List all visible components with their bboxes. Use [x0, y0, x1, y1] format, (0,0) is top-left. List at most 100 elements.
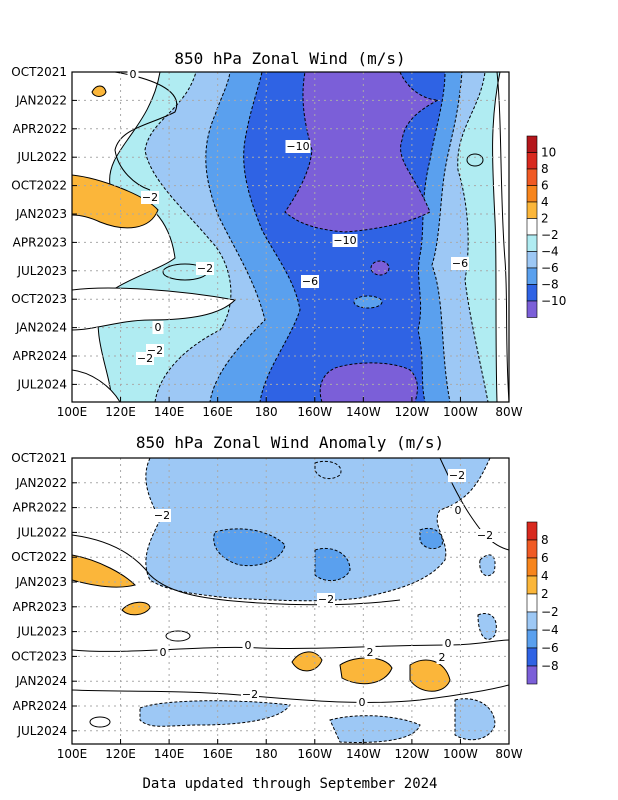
panel2-blob-a	[314, 460, 342, 480]
panel2-grid	[72, 458, 509, 744]
contour-label: −2	[318, 593, 334, 606]
x-tick-label: 140W	[346, 747, 381, 761]
panel2-band-neg2	[145, 458, 491, 602]
colorbar-label: −2	[541, 605, 559, 619]
panel1-positive-a	[72, 174, 159, 229]
x-tick-label: 100E	[57, 747, 88, 761]
panel2-blob-f	[329, 715, 421, 743]
y-tick-label: APR2023	[13, 600, 67, 614]
panel2-blob-d	[139, 700, 291, 727]
y-tick-label: JUL2022	[16, 150, 67, 164]
panel2-positive-a	[72, 554, 136, 588]
panel-zonal-wind-anomaly: 850 hPa Zonal Wind Anomaly (m/s)	[11, 433, 558, 761]
contour-label: 0	[445, 637, 452, 650]
contour-label: 2	[439, 651, 446, 664]
y-tick-label: OCT2021	[11, 65, 67, 79]
panel2-title: 850 hPa Zonal Wind Anomaly (m/s)	[136, 433, 444, 452]
contour-label-bg	[153, 509, 171, 522]
colorbar-swatch	[526, 234, 538, 252]
panel2-positive-e	[409, 659, 451, 692]
x-tick-label: 160W	[297, 405, 332, 419]
panel2-blob-b	[479, 554, 496, 577]
colorbar-label: 10	[541, 146, 556, 160]
colorbar-label: 6	[541, 179, 549, 193]
y-tick-label: APR2023	[13, 235, 67, 249]
contour-label: −10	[286, 140, 309, 153]
x-tick-label: 140E	[154, 405, 185, 419]
panel1-title: 850 hPa Zonal Wind (m/s)	[174, 49, 405, 68]
panel2-band-neg4-a	[213, 528, 286, 567]
colorbar-label: −10	[541, 294, 566, 308]
y-tick-label: JAN2022	[15, 476, 67, 490]
y-tick-label: OCT2022	[11, 179, 67, 193]
y-tick-label: JUL2023	[16, 625, 67, 639]
contour-label: −2	[449, 469, 465, 482]
contour-label-bg	[136, 352, 154, 365]
panel2-contour-zero-c	[72, 684, 509, 704]
contour-label-bg	[301, 275, 319, 288]
contour-label-bg	[476, 529, 494, 542]
x-tick-label: 100E	[57, 405, 88, 419]
panel1-band-neg10-a	[284, 72, 440, 233]
x-tick-label: 100W	[443, 405, 478, 419]
contour-label-bg	[196, 262, 214, 275]
contour-label-bg	[451, 257, 469, 270]
colorbar-label: 6	[541, 551, 549, 565]
contour-label: 0	[359, 696, 366, 709]
y-tick-label: JUL2024	[16, 724, 67, 738]
contour-label-bg	[436, 651, 448, 664]
contour-label-bg	[332, 234, 358, 247]
colorbar-label: 2	[541, 587, 549, 601]
y-tick-label: APR2022	[13, 122, 67, 136]
contour-label: 0	[245, 639, 252, 652]
footer-note: Data updated through September 2024	[142, 776, 437, 792]
panel2-positive-b	[121, 601, 151, 616]
contour-label-bg	[448, 469, 466, 482]
contour-label-bg	[285, 140, 311, 153]
y-tick-label: OCT2023	[11, 292, 67, 306]
contour-label: 0	[455, 504, 462, 517]
colorbar-swatch	[526, 185, 538, 203]
contour-label: −6	[452, 257, 468, 270]
panel2-contour-zero-a	[72, 534, 401, 606]
colorbar-label: 2	[541, 212, 549, 226]
x-tick-label: 120E	[105, 405, 136, 419]
panel1-contour-zero	[114, 72, 178, 191]
contour-label: −10	[333, 234, 356, 247]
y-tick-label: JAN2022	[15, 93, 67, 107]
y-tick-label: JAN2024	[15, 321, 67, 335]
colorbar-label: 4	[541, 569, 549, 583]
colorbar-swatch	[526, 251, 538, 269]
contour-label: −2	[242, 688, 258, 701]
contour-label-bg	[242, 639, 254, 652]
y-tick-label: JAN2023	[15, 207, 67, 221]
contour-label: 0	[130, 68, 137, 81]
panel1-y-ticks: OCT2021 JAN2022 APR2022 JUL2022 OCT2022 JAN20…	[11, 65, 77, 391]
colorbar-label: −6	[541, 641, 559, 655]
colorbar-swatch	[526, 201, 538, 219]
x-tick-label: 160W	[297, 747, 332, 761]
x-tick-label: 180	[255, 747, 278, 761]
panel1-island-neg6	[353, 295, 383, 309]
contour-label: 2	[367, 646, 374, 659]
x-tick-label: 80W	[495, 747, 522, 761]
contour-label-bg	[241, 688, 259, 701]
colorbar-swatch	[526, 152, 538, 170]
panel2-field	[72, 458, 509, 744]
colorbar-label: 4	[541, 195, 549, 209]
colorbar-label: 8	[541, 533, 549, 547]
contour-label-bg	[141, 191, 159, 204]
contour-label-bg	[317, 593, 335, 606]
colorbar-label: 8	[541, 162, 549, 176]
colorbar-label: −8	[541, 278, 559, 292]
panel2-contour-labels: −20−2−2−200 2 20−20	[153, 469, 494, 709]
x-tick-label: 120W	[394, 747, 429, 761]
colorbar-swatch	[526, 284, 538, 302]
colorbar-label: −6	[541, 261, 559, 275]
y-tick-label: JUL2024	[16, 377, 67, 391]
colorbar-swatch	[526, 575, 538, 595]
contour-label: −2	[197, 262, 213, 275]
y-tick-label: JUL2022	[16, 525, 67, 539]
contour-label-bg	[356, 696, 368, 709]
